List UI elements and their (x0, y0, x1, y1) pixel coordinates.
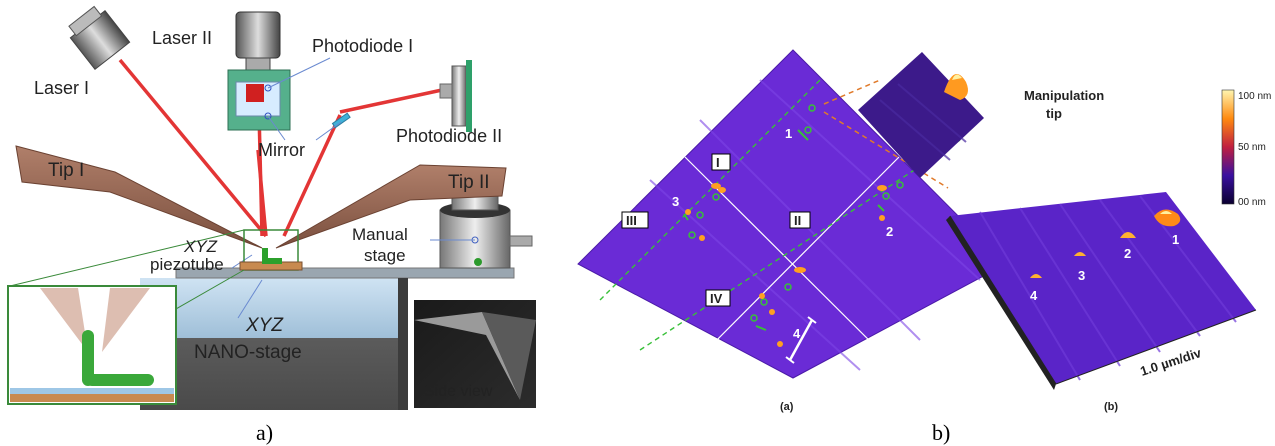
label-manual: Manual (352, 225, 408, 244)
nano-stage-top (140, 278, 408, 338)
label-tip: tip (1046, 106, 1062, 121)
caption-a: a) (256, 420, 273, 445)
left-particle-label-4: 4 (793, 326, 801, 341)
stage-plate (175, 267, 515, 279)
right-particle-label-2: 2 (1124, 246, 1131, 261)
panel-a: Laser I Laser II Photodiode I Photodiode… (7, 5, 536, 445)
subcaption-a: (a) (780, 401, 794, 413)
label-mirror: Mirror (258, 140, 305, 160)
tip-zoom-inset (7, 285, 177, 405)
quadrant-label-iv: IV (710, 291, 723, 306)
left-particle-labels: 1 2 3 4 (672, 126, 893, 341)
subcaption-b: (b) (1104, 401, 1118, 413)
tip-ii (275, 164, 507, 249)
caption-b: b) (932, 420, 950, 445)
afm-3d-surface (946, 192, 1257, 390)
label-photodiode-i: Photodiode I (312, 36, 413, 56)
left-particle-label-3: 3 (672, 194, 679, 209)
quadrant-label-ii: II (794, 213, 801, 228)
right-particle-label-3: 3 (1078, 268, 1085, 283)
label-xyz-piezo: XYZ (183, 237, 218, 256)
photodiode-i-device (227, 69, 291, 131)
tip-3d-inset (823, 52, 984, 189)
label-laser-ii: Laser II (152, 28, 212, 48)
label-nano-xyz: XYZ (245, 315, 284, 336)
right-particle-label-1: 1 (1172, 232, 1179, 247)
colorbar: 100 nm 50 nm 00 nm (1221, 89, 1271, 208)
panel-b: I II III IV 1 2 3 4 Manipulat (577, 49, 1271, 445)
label-nano-stage: NANO-stage (194, 342, 302, 363)
quadrant-labels: I II III IV (621, 153, 811, 307)
left-particle-label-2: 2 (886, 224, 893, 239)
tip-i (15, 145, 263, 249)
label-photodiode-ii: Photodiode II (396, 126, 502, 146)
laser-ii-device (235, 11, 281, 71)
laser-i-device (68, 5, 131, 71)
right-particle-label-4: 4 (1030, 288, 1038, 303)
side-view-image (414, 300, 536, 408)
photodiode-ii-device (439, 60, 472, 132)
label-piezotube: piezotube (150, 255, 224, 274)
label-side-view: Side view (424, 383, 493, 400)
colorbar-label-min: 00 nm (1238, 197, 1266, 208)
colorbar-label-max: 100 nm (1238, 91, 1271, 102)
label-manipulation: Manipulation (1024, 88, 1104, 103)
right-particle-labels: 1 2 3 4 (1030, 232, 1179, 303)
mirror-device (331, 112, 351, 129)
quadrant-label-iii: III (626, 213, 637, 228)
label-tip-ii: Tip II (448, 172, 490, 193)
colorbar-label-mid: 50 nm (1238, 142, 1266, 153)
quadrant-label-i: I (716, 155, 720, 170)
label-laser-i: Laser I (34, 78, 89, 98)
stage-edge (398, 278, 408, 410)
label-tip-i: Tip I (48, 160, 84, 181)
leader-lines (231, 57, 475, 319)
left-particle-label-1: 1 (785, 126, 792, 141)
label-stage: stage (364, 246, 406, 265)
